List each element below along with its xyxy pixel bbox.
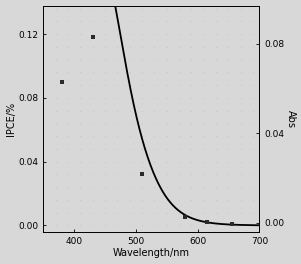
Point bbox=[90, 35, 95, 40]
Point bbox=[59, 80, 64, 84]
Point bbox=[229, 222, 234, 226]
X-axis label: Wavelength/nm: Wavelength/nm bbox=[113, 248, 190, 258]
Point bbox=[183, 215, 188, 220]
Point bbox=[140, 172, 144, 177]
Point bbox=[204, 220, 209, 224]
Y-axis label: Abs: Abs bbox=[285, 110, 296, 128]
Y-axis label: IPCE/%: IPCE/% bbox=[5, 102, 16, 136]
